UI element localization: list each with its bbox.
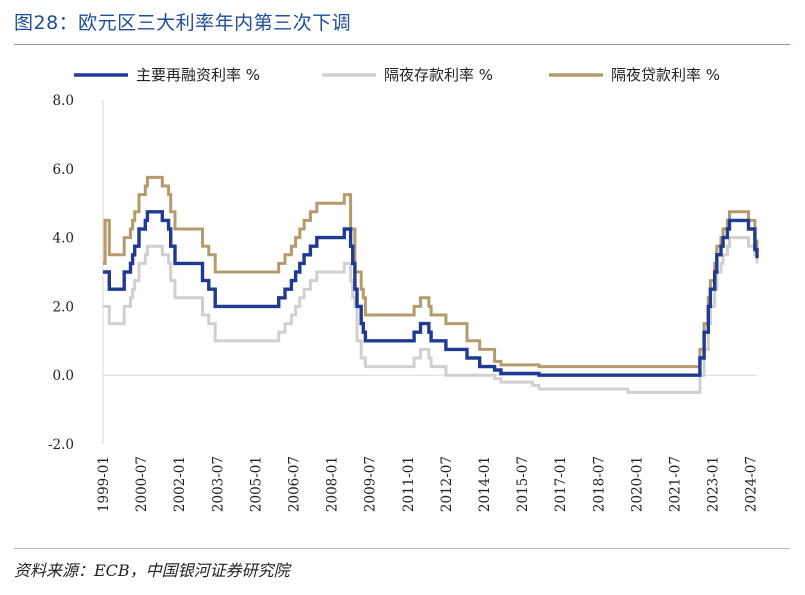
- title-divider: [14, 44, 790, 45]
- source-note: 资料来源：ECB，中国银河证券研究院: [14, 561, 290, 580]
- y-tick-label: 2.0: [53, 299, 74, 315]
- y-tick-label: -2.0: [48, 437, 74, 453]
- y-tick-label: 6.0: [53, 162, 74, 178]
- x-tick-label: 2021-07: [667, 456, 683, 512]
- x-tick-label: 2020-01: [629, 456, 645, 512]
- x-tick-label: 2012-07: [439, 456, 455, 512]
- figure-title: 图28：欧元区三大利率年内第三次下调: [14, 12, 352, 34]
- x-tick-label: 2014-01: [477, 456, 493, 512]
- x-tick-label: 2011-01: [401, 456, 417, 512]
- x-tick-label: 2009-07: [363, 456, 379, 512]
- x-tick-label: 2018-07: [591, 456, 607, 512]
- x-tick-label: 2024-07: [744, 456, 760, 512]
- x-tick-label: 1999-01: [96, 456, 112, 512]
- x-tick-label: 2003-07: [210, 456, 226, 512]
- series-line-3: [103, 175, 759, 369]
- y-tick-label: 4.0: [53, 231, 74, 247]
- y-tick-label: 0.0: [53, 368, 74, 384]
- x-tick-label: 2015-07: [515, 456, 531, 512]
- x-tick-label: 2023-01: [706, 456, 722, 512]
- x-tick-label: 2008-01: [325, 456, 341, 512]
- rate-chart: 8.0 6.0 4.0 2.0 0.0 -2.0 1999-01 2000-07 2002-01…: [48, 66, 760, 512]
- legend-label-2: 隔夜存款利率 %: [384, 66, 493, 84]
- x-tick-label: 2000-07: [134, 456, 150, 512]
- legend-label-3: 隔夜贷款利率 %: [611, 66, 720, 84]
- x-tick-label: 2006-07: [286, 456, 302, 512]
- series-line-1: [103, 210, 759, 377]
- y-tick-label: 8.0: [53, 93, 74, 109]
- footer-divider: [14, 548, 790, 549]
- x-tick-label: 2017-01: [553, 456, 569, 512]
- x-tick-label: 2005-01: [248, 456, 264, 512]
- legend-label-1: 主要再融资利率 %: [136, 66, 260, 84]
- x-tick-label: 2002-01: [172, 456, 188, 512]
